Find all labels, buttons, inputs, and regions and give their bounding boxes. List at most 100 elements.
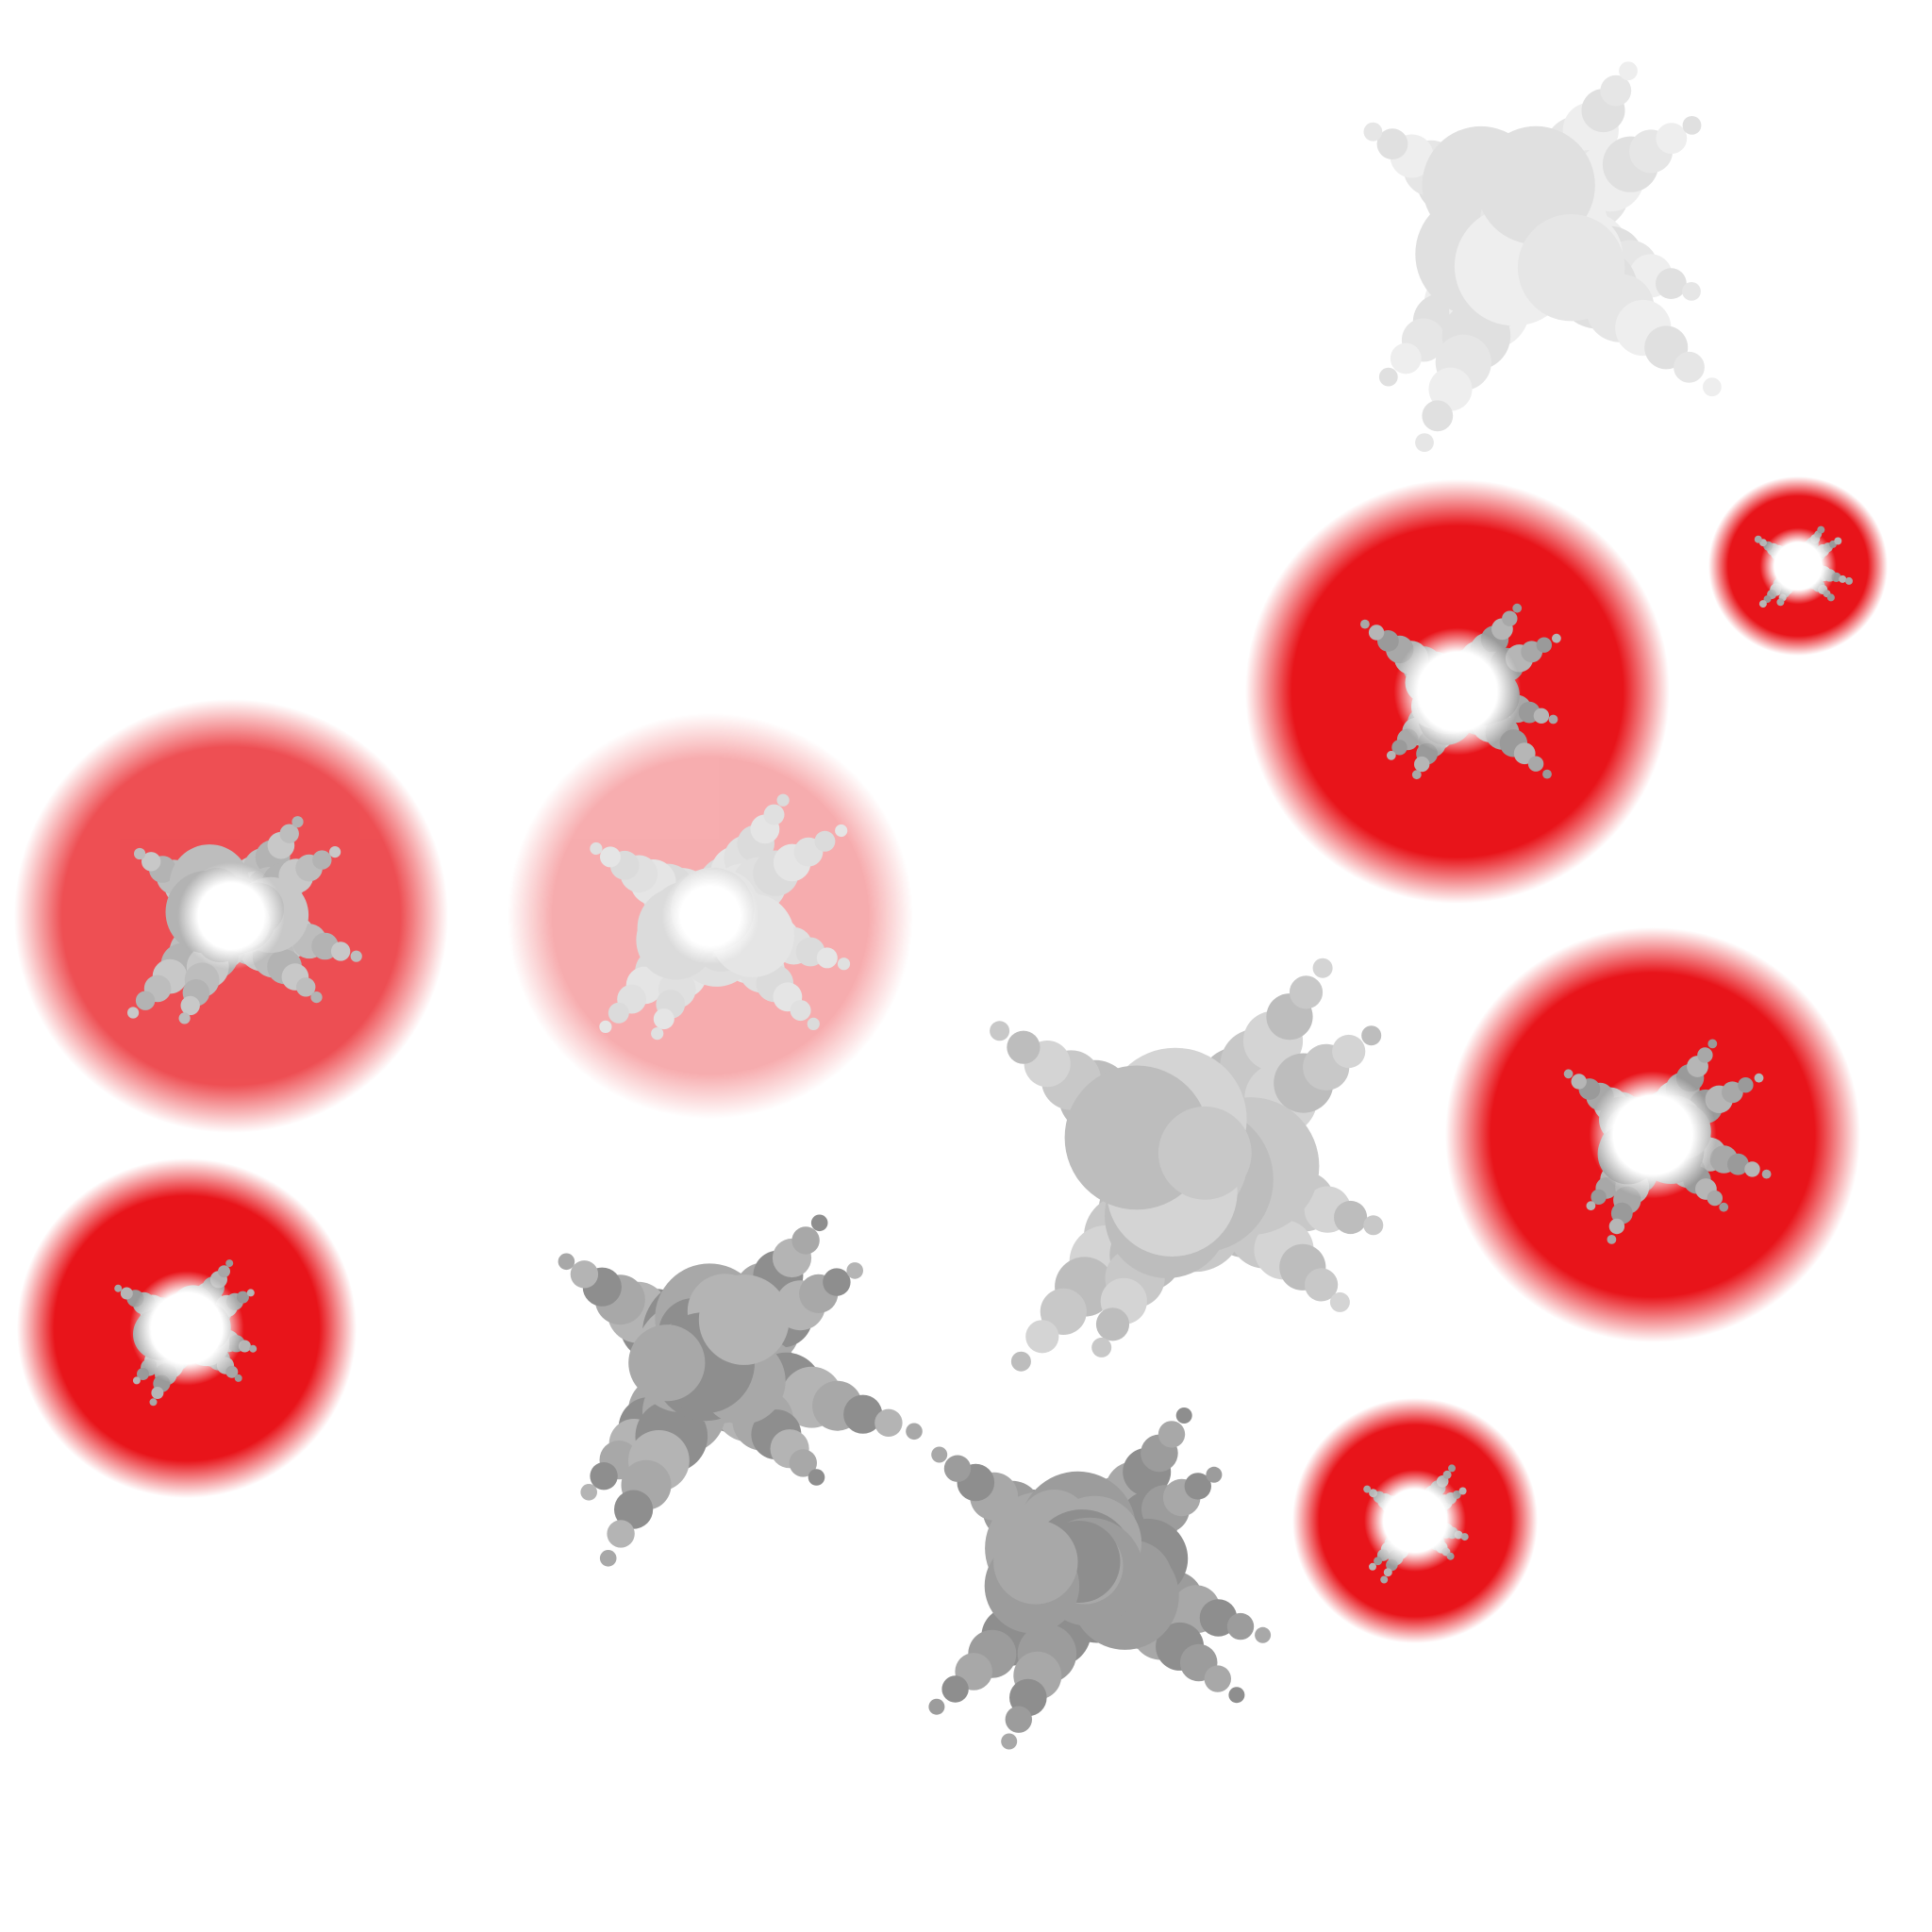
- smoke-puff: [1289, 975, 1324, 1009]
- smoke-puff: [149, 1398, 158, 1407]
- smoke-puff: [1360, 619, 1370, 629]
- white-core: [661, 867, 759, 965]
- smoke-puff: [1591, 1189, 1607, 1206]
- smoke-puff: [1607, 1235, 1617, 1244]
- smoke-puff: [1703, 377, 1722, 397]
- smoke-puff: [350, 950, 362, 962]
- smoke-puff: [1363, 122, 1383, 142]
- smoke-puff: [756, 964, 794, 1003]
- smoke-puff: [558, 1253, 575, 1271]
- explosion-frame-2: [1292, 1398, 1538, 1643]
- smoke-puff: [1305, 1268, 1339, 1302]
- smoke-puff: [1826, 593, 1835, 602]
- smoke-puff: [1010, 1351, 1031, 1372]
- smoke-puff: [1363, 1215, 1384, 1236]
- explosion-frame-7: [508, 713, 913, 1119]
- white-core: [177, 862, 285, 970]
- smoke-puff: [793, 837, 824, 867]
- smoke-puff: [151, 1387, 164, 1399]
- explosion-frame-9: [558, 1214, 923, 1567]
- smoke-puff: [1334, 1200, 1368, 1235]
- smoke-puff: [1361, 1025, 1382, 1046]
- smoke-puff: [1552, 633, 1561, 643]
- smoke-puff: [1391, 740, 1407, 756]
- smoke-puff: [808, 1469, 825, 1486]
- smoke-puff: [225, 1365, 239, 1378]
- smoke-puff: [135, 991, 156, 1010]
- smoke-puff: [599, 1020, 612, 1033]
- smoke-puff: [137, 1368, 149, 1380]
- smoke-puff: [658, 971, 696, 1008]
- frames-layer: [14, 61, 1888, 1750]
- white-core: [129, 1271, 244, 1386]
- smoke-puff: [246, 1289, 255, 1297]
- smoke-puff: [1817, 525, 1825, 534]
- smoke-puff: [1707, 1039, 1718, 1049]
- smoke-puff: [599, 1550, 617, 1567]
- smoke-puff: [1722, 1081, 1743, 1104]
- smoke-puff: [218, 1265, 230, 1278]
- smoke-puff: [1369, 1562, 1376, 1571]
- white-core: [1364, 1470, 1466, 1572]
- explosion-frame-8: [990, 958, 1384, 1372]
- smoke-puff: [1512, 603, 1523, 613]
- smoke-puff: [1502, 610, 1518, 626]
- white-core: [1759, 527, 1837, 605]
- smoke-puff: [607, 1520, 635, 1548]
- smoke-puff: [795, 937, 825, 967]
- smoke-puff: [617, 984, 646, 1014]
- smoke-puff: [1754, 535, 1762, 543]
- smoke-puff: [310, 991, 323, 1004]
- smoke-puff: [816, 947, 838, 969]
- smoke-puff: [1608, 1218, 1625, 1235]
- smoke-puff: [1158, 1421, 1186, 1448]
- smoke-puff: [1542, 769, 1552, 779]
- smoke-puff: [1001, 1733, 1018, 1750]
- smoke-puff: [1571, 1074, 1587, 1090]
- smoke-puff: [1834, 537, 1842, 545]
- smoke-puff: [1656, 268, 1687, 299]
- smoke-puff: [1374, 1557, 1383, 1566]
- smoke-puff: [291, 816, 304, 828]
- smoke-puff: [810, 1214, 828, 1232]
- smoke-puff: [874, 1408, 903, 1438]
- smoke-puff: [1414, 756, 1430, 773]
- smoke-puff: [790, 1000, 811, 1022]
- smoke-puff: [1536, 637, 1553, 653]
- explosion-frame-1: [1708, 476, 1888, 656]
- smoke-puff: [249, 1344, 258, 1353]
- smoke-cloud: [698, 1274, 790, 1365]
- smoke-puff: [132, 1376, 141, 1385]
- smoke-puff: [1206, 1466, 1223, 1483]
- smoke-puff: [1442, 1470, 1452, 1479]
- smoke-puff: [1707, 1190, 1724, 1207]
- smoke-puff: [774, 926, 813, 965]
- smoke-puff: [1380, 1575, 1389, 1584]
- smoke-puff: [178, 1012, 191, 1024]
- smoke-puff: [941, 1675, 969, 1703]
- smoke-puff: [120, 1287, 133, 1300]
- smoke-puff: [763, 804, 785, 825]
- smoke-puff: [580, 1484, 597, 1501]
- smoke-puff: [653, 1008, 675, 1030]
- smoke-puff: [1458, 1487, 1467, 1495]
- smoke-cloud: [993, 1520, 1078, 1605]
- smoke-puff: [651, 1027, 664, 1041]
- smoke-puff: [279, 824, 299, 843]
- smoke-puff: [739, 946, 785, 993]
- smoke-puff: [1527, 756, 1544, 772]
- smoke-puff: [807, 1017, 820, 1030]
- white-core: [1589, 1071, 1717, 1199]
- smoke-puff: [312, 850, 332, 870]
- smoke-puff: [837, 958, 851, 971]
- smoke-puff: [134, 847, 146, 860]
- smoke-puff: [1329, 1291, 1350, 1312]
- explosion-frame-10: [928, 1407, 1272, 1750]
- smoke-puff: [608, 1002, 629, 1024]
- smoke-puff: [1091, 1337, 1112, 1357]
- smoke-puff: [846, 1262, 863, 1279]
- smoke-puff: [754, 917, 800, 963]
- smoke-puff: [1548, 714, 1558, 724]
- smoke-puff: [1007, 1030, 1041, 1064]
